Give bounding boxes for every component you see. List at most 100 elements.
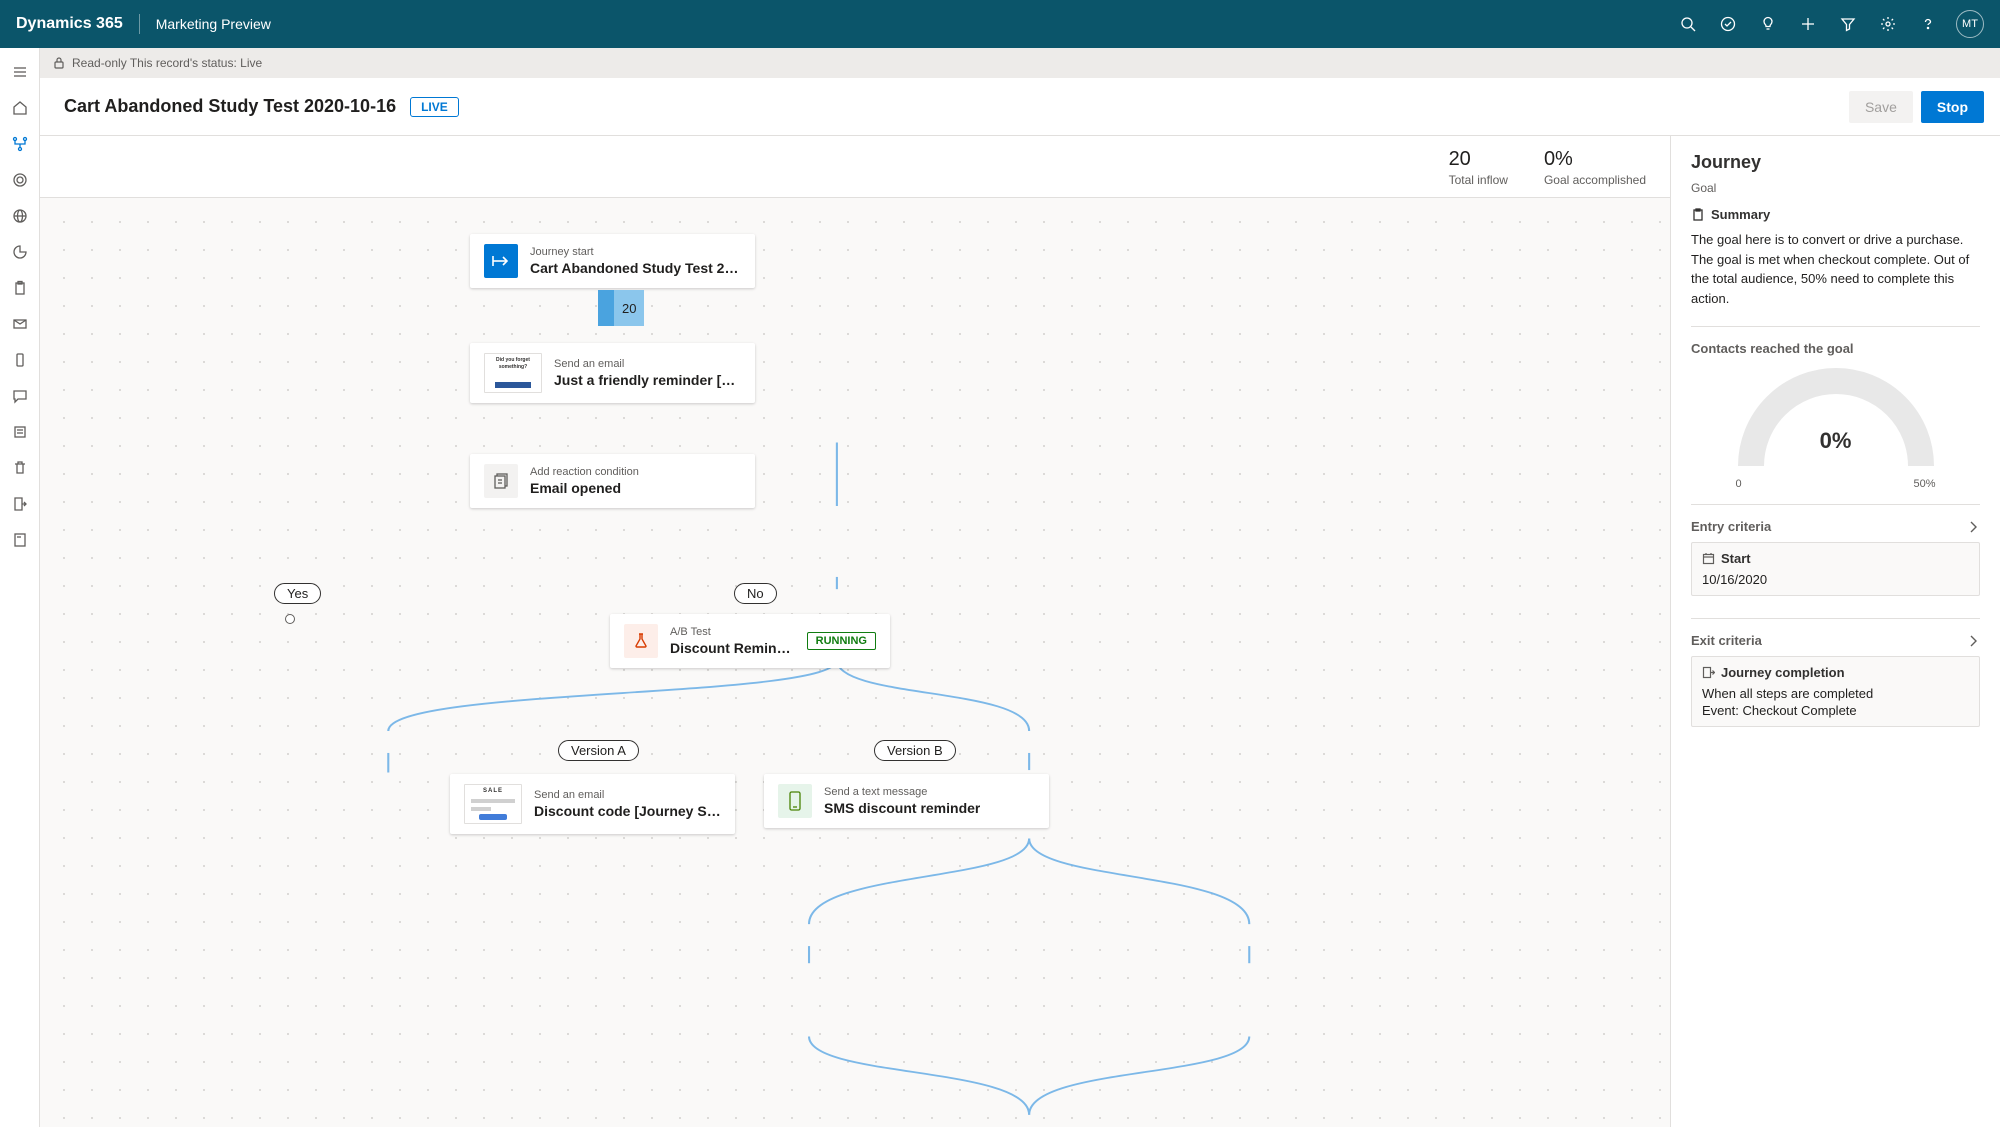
goal-sublabel: Goal <box>1691 181 1980 195</box>
branch-yes[interactable]: Yes <box>274 583 321 604</box>
clipboard-icon <box>1691 208 1705 222</box>
branch-no[interactable]: No <box>734 583 777 604</box>
start-count-value: 20 <box>622 301 636 316</box>
exit-box: Journey completion When all steps are co… <box>1691 656 1980 727</box>
exit-criteria-row[interactable]: Exit criteria <box>1691 633 1980 648</box>
node-title: Discount code [Journey Study] <box>534 802 721 820</box>
form-icon[interactable] <box>4 416 36 448</box>
chevron-right-icon <box>1966 520 1980 534</box>
globe-icon[interactable] <box>4 200 36 232</box>
search-icon[interactable] <box>1668 0 1708 48</box>
header-bar: Cart Abandoned Study Test 2020-10-16 LIV… <box>40 78 2000 136</box>
node-title: Cart Abandoned Study Test 2020-10-16 <box>530 259 741 277</box>
readonly-text: Read-only This record's status: Live <box>72 56 262 70</box>
start-icon <box>484 244 518 278</box>
exit-icon <box>1702 666 1715 679</box>
node-version-b-sms[interactable]: Send a text message SMS discount reminde… <box>764 774 1049 828</box>
phone-icon[interactable] <box>4 344 36 376</box>
chart-icon[interactable] <box>4 236 36 268</box>
email-a-thumbnail: SALE <box>464 784 522 824</box>
gauge-value: 0% <box>1736 428 1936 454</box>
stat-goal-label: Goal accomplished <box>1544 173 1646 187</box>
exit-completion-label: Journey completion <box>1721 665 1845 680</box>
email-thumbnail: Did you forget something? <box>484 353 542 393</box>
entry-label: Entry criteria <box>1691 519 1771 534</box>
canvas-stats: 20 Total inflow 0% Goal accomplished <box>40 136 1670 198</box>
left-nav-rail <box>0 48 40 1127</box>
stat-inflow: 20 Total inflow <box>1449 148 1508 187</box>
stat-goal: 0% Goal accomplished <box>1544 148 1646 187</box>
page-icon[interactable] <box>4 524 36 556</box>
node-eyebrow: Send an email <box>554 357 741 371</box>
journey-icon[interactable] <box>4 128 36 160</box>
stat-goal-value: 0% <box>1544 148 1646 171</box>
flask-icon <box>624 624 658 658</box>
chevron-right-icon <box>1966 634 1980 648</box>
node-title: Just a friendly reminder [Journ... <box>554 371 741 389</box>
canvas-wrap: 20 Total inflow 0% Goal accomplished <box>40 136 1670 1127</box>
trash-icon[interactable] <box>4 452 36 484</box>
node-title: SMS discount reminder <box>824 799 980 817</box>
sidebar-title: Journey <box>1691 152 1980 173</box>
home-icon[interactable] <box>4 92 36 124</box>
node-eyebrow: Send an email <box>534 788 721 802</box>
node-ab-test[interactable]: A/B Test Discount Reminder Test RUNNING <box>610 614 890 668</box>
help-icon[interactable] <box>1908 0 1948 48</box>
settings-icon[interactable] <box>1868 0 1908 48</box>
stat-inflow-label: Total inflow <box>1449 173 1508 187</box>
summary-text: The goal here is to convert or drive a p… <box>1691 230 1980 308</box>
exit-icon[interactable] <box>4 488 36 520</box>
top-nav: Dynamics 365 Marketing Preview MT <box>0 0 2000 48</box>
contacts-label: Contacts reached the goal <box>1691 341 1980 356</box>
hamburger-icon[interactable] <box>4 56 36 88</box>
target-icon[interactable] <box>4 164 36 196</box>
exit-line1: When all steps are completed <box>1702 686 1969 701</box>
node-eyebrow: Journey start <box>530 245 741 259</box>
node-version-a-email[interactable]: SALE Send an email Discount code [Journe… <box>450 774 735 834</box>
journey-canvas[interactable]: Journey start Cart Abandoned Study Test … <box>40 198 1670 1127</box>
right-sidebar: Journey Goal Summary The goal here is to… <box>1670 136 2000 1127</box>
chat-icon[interactable] <box>4 380 36 412</box>
user-avatar[interactable]: MT <box>1956 10 1984 38</box>
node-title: Email opened <box>530 479 639 497</box>
filter-icon[interactable] <box>1828 0 1868 48</box>
entry-start-label: Start <box>1721 551 1751 566</box>
email-icon[interactable] <box>4 308 36 340</box>
entry-criteria-row[interactable]: Entry criteria <box>1691 519 1980 534</box>
section-label: Marketing Preview <box>156 16 271 32</box>
stop-button[interactable]: Stop <box>1921 91 1984 123</box>
gauge-min: 0 <box>1736 478 1742 490</box>
add-icon[interactable] <box>1788 0 1828 48</box>
gauge-max: 50% <box>1913 478 1935 490</box>
readonly-bar: Read-only This record's status: Live <box>40 48 2000 78</box>
main-area: 20 Total inflow 0% Goal accomplished <box>40 136 2000 1127</box>
node-eyebrow: Send a text message <box>824 785 980 799</box>
node-journey-start[interactable]: Journey start Cart Abandoned Study Test … <box>470 234 755 288</box>
lock-icon <box>52 56 66 70</box>
task-icon[interactable] <box>1708 0 1748 48</box>
entry-date: 10/16/2020 <box>1702 572 1969 587</box>
calendar-icon <box>1702 552 1715 565</box>
exit-label: Exit criteria <box>1691 633 1762 648</box>
exit-line2: Event: Checkout Complete <box>1702 703 1969 718</box>
start-count-tab: 20 <box>598 290 644 326</box>
live-badge: LIVE <box>410 97 459 117</box>
node-title: Discount Reminder Test <box>670 639 791 657</box>
node-eyebrow: Add reaction condition <box>530 465 639 479</box>
version-b-pill[interactable]: Version B <box>874 740 956 761</box>
gauge: 0% 0 50% <box>1691 366 1980 490</box>
phone-sms-icon <box>778 784 812 818</box>
version-a-pill[interactable]: Version A <box>558 740 639 761</box>
node-send-email[interactable]: Did you forget something? Send an email … <box>470 343 755 403</box>
stat-inflow-value: 20 <box>1449 148 1508 171</box>
save-button: Save <box>1849 91 1913 123</box>
running-badge: RUNNING <box>807 632 876 650</box>
lightbulb-icon[interactable] <box>1748 0 1788 48</box>
node-eyebrow: A/B Test <box>670 625 791 639</box>
summary-heading: Summary <box>1691 207 1980 222</box>
nav-divider <box>139 14 140 34</box>
brand: Dynamics 365 <box>16 15 123 33</box>
page-title: Cart Abandoned Study Test 2020-10-16 <box>64 96 396 117</box>
clipboard-icon[interactable] <box>4 272 36 304</box>
node-condition[interactable]: Add reaction condition Email opened <box>470 454 755 508</box>
